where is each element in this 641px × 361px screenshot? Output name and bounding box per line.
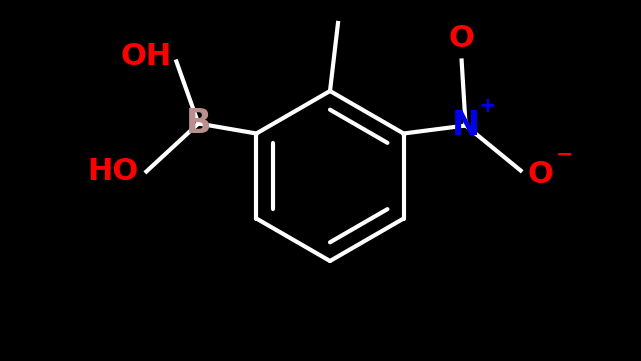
Text: N: N: [451, 109, 479, 142]
Text: +: +: [479, 96, 496, 116]
Text: O: O: [449, 24, 474, 53]
Text: HO: HO: [87, 157, 138, 186]
Text: O: O: [528, 160, 554, 189]
Text: −: −: [556, 144, 573, 165]
Text: B: B: [186, 107, 211, 140]
Text: OH: OH: [121, 42, 172, 71]
